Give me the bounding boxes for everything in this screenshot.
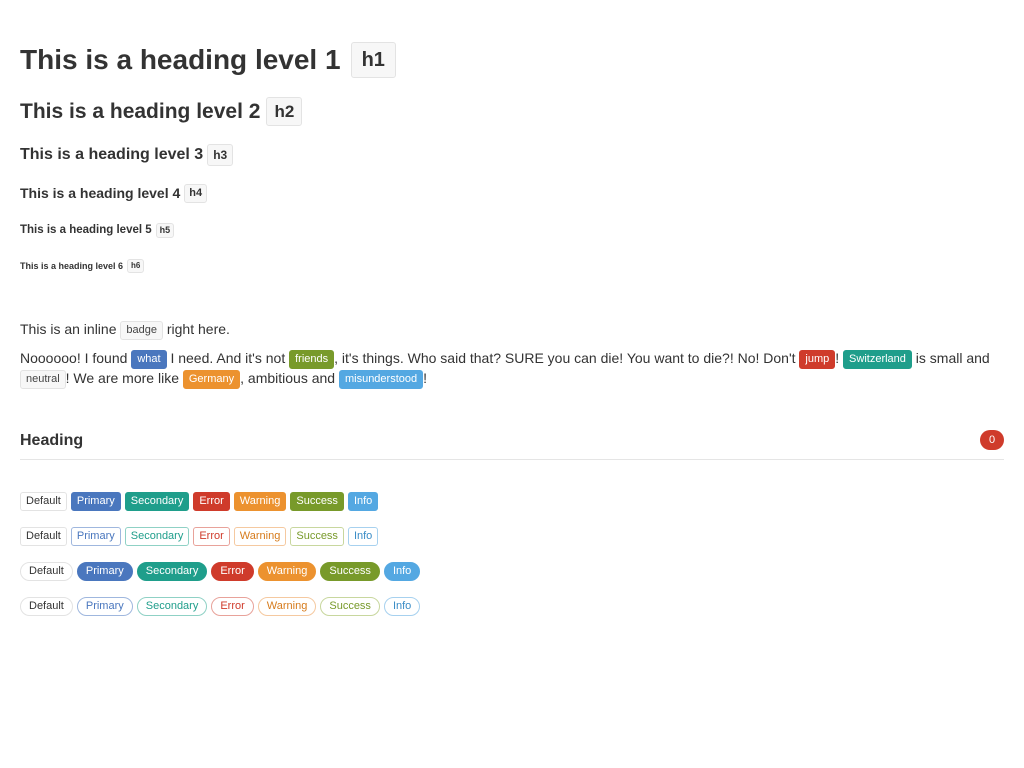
heading-level-4: This is a heading level 4 h4 [20, 183, 208, 203]
badge-row-outline: Default Primary Secondary Error Warning … [20, 527, 379, 546]
pill-success: Success [320, 562, 380, 581]
heading-6-text: This is a heading level 6 [20, 261, 124, 271]
heading-level-1: This is a heading level 1 h1 [20, 42, 396, 78]
badge-outline-warning: Warning [233, 527, 287, 546]
story-text: ! We are more like [65, 370, 179, 386]
story-badge-neutral: neutral [20, 370, 66, 389]
badge-success: Success [290, 492, 344, 511]
badge-default: Default [20, 492, 67, 511]
count-badge: 0 [980, 430, 1004, 450]
heading-1-text: This is a heading level 1 [20, 44, 341, 75]
heading-4-text: This is a heading level 4 [20, 185, 181, 201]
pill-primary: Primary [76, 562, 133, 581]
badge-outline-default: Default [20, 527, 67, 546]
heading-5-text: This is a heading level 5 [20, 224, 152, 236]
badge-outline-info: Info [347, 527, 379, 546]
story-text: , it's things. Who said that? SURE you c… [334, 350, 796, 366]
heading-2-text: This is a heading level 2 [20, 99, 261, 123]
section-heading-title: Heading [20, 432, 84, 449]
badge-info: Info [347, 492, 379, 511]
badge-secondary: Secondary [124, 492, 190, 511]
pill-outline-default: Default [20, 597, 73, 616]
heading-5-badge: h5 [155, 222, 175, 238]
pill-outline-warning: Warning [257, 597, 317, 616]
story-badge-secondary: Switzerland [843, 350, 912, 369]
badge-row-pill: Default Primary Secondary Error Warning … [20, 562, 421, 581]
heading-level-6: This is a heading level 6 h6 [20, 259, 145, 273]
story-text: is small and [915, 350, 990, 366]
heading-1-badge: h1 [350, 42, 396, 78]
badge-outline-secondary: Secondary [124, 527, 190, 546]
pill-error: Error [211, 562, 254, 581]
story-badge-warning: Germany [182, 370, 241, 389]
badge-outline-error: Error [193, 527, 230, 546]
story-badge-error: jump [799, 350, 836, 369]
badge-row-pill-outline: Default Primary Secondary Error Warning … [20, 597, 421, 616]
story-badge-info: misunderstood [338, 370, 424, 389]
badge-primary: Primary [70, 492, 121, 511]
story-badge-success: friends [289, 350, 335, 369]
story-badge-primary: what [131, 350, 167, 369]
story-text: ! [835, 350, 840, 366]
pill-secondary: Secondary [136, 562, 208, 581]
section-heading: Heading 0 [20, 430, 1004, 460]
inline-badge-paragraph: This is an inline badge right here. [20, 320, 230, 340]
badge-error: Error [193, 492, 230, 511]
story-text: I need. And it's not [170, 350, 286, 366]
para1-text-before: This is an inline [20, 321, 117, 337]
pill-outline-info: Info [383, 597, 421, 616]
badge-story-paragraph: Noooooo! I found what I need. And it's n… [20, 349, 1004, 389]
badge-outline-primary: Primary [70, 527, 121, 546]
badge-row-solid: Default Primary Secondary Error Warning … [20, 492, 379, 511]
badge-warning: Warning [233, 492, 287, 511]
heading-4-badge: h4 [184, 183, 208, 203]
heading-3-text: This is a heading level 3 [20, 145, 204, 163]
heading-3-badge: h3 [207, 143, 234, 166]
heading-6-badge: h6 [127, 259, 145, 273]
story-text: , ambitious and [240, 370, 336, 386]
pill-default: Default [20, 562, 73, 581]
pill-outline-error: Error [211, 597, 254, 616]
pill-outline-success: Success [320, 597, 380, 616]
heading-level-2: This is a heading level 2 h2 [20, 97, 303, 126]
badge-outline-success: Success [290, 527, 344, 546]
heading-level-3: This is a heading level 3 h3 [20, 143, 234, 166]
story-text: ! [423, 370, 428, 386]
para1-text-after: right here. [166, 321, 230, 337]
story-text: Noooooo! I found [20, 350, 128, 366]
heading-level-5: This is a heading level 5 h5 [20, 222, 175, 238]
pill-warning: Warning [257, 562, 317, 581]
inline-badge: badge [120, 321, 163, 340]
pill-outline-primary: Primary [76, 597, 133, 616]
pill-info: Info [383, 562, 421, 581]
pill-outline-secondary: Secondary [136, 597, 208, 616]
heading-2-badge: h2 [266, 97, 303, 126]
